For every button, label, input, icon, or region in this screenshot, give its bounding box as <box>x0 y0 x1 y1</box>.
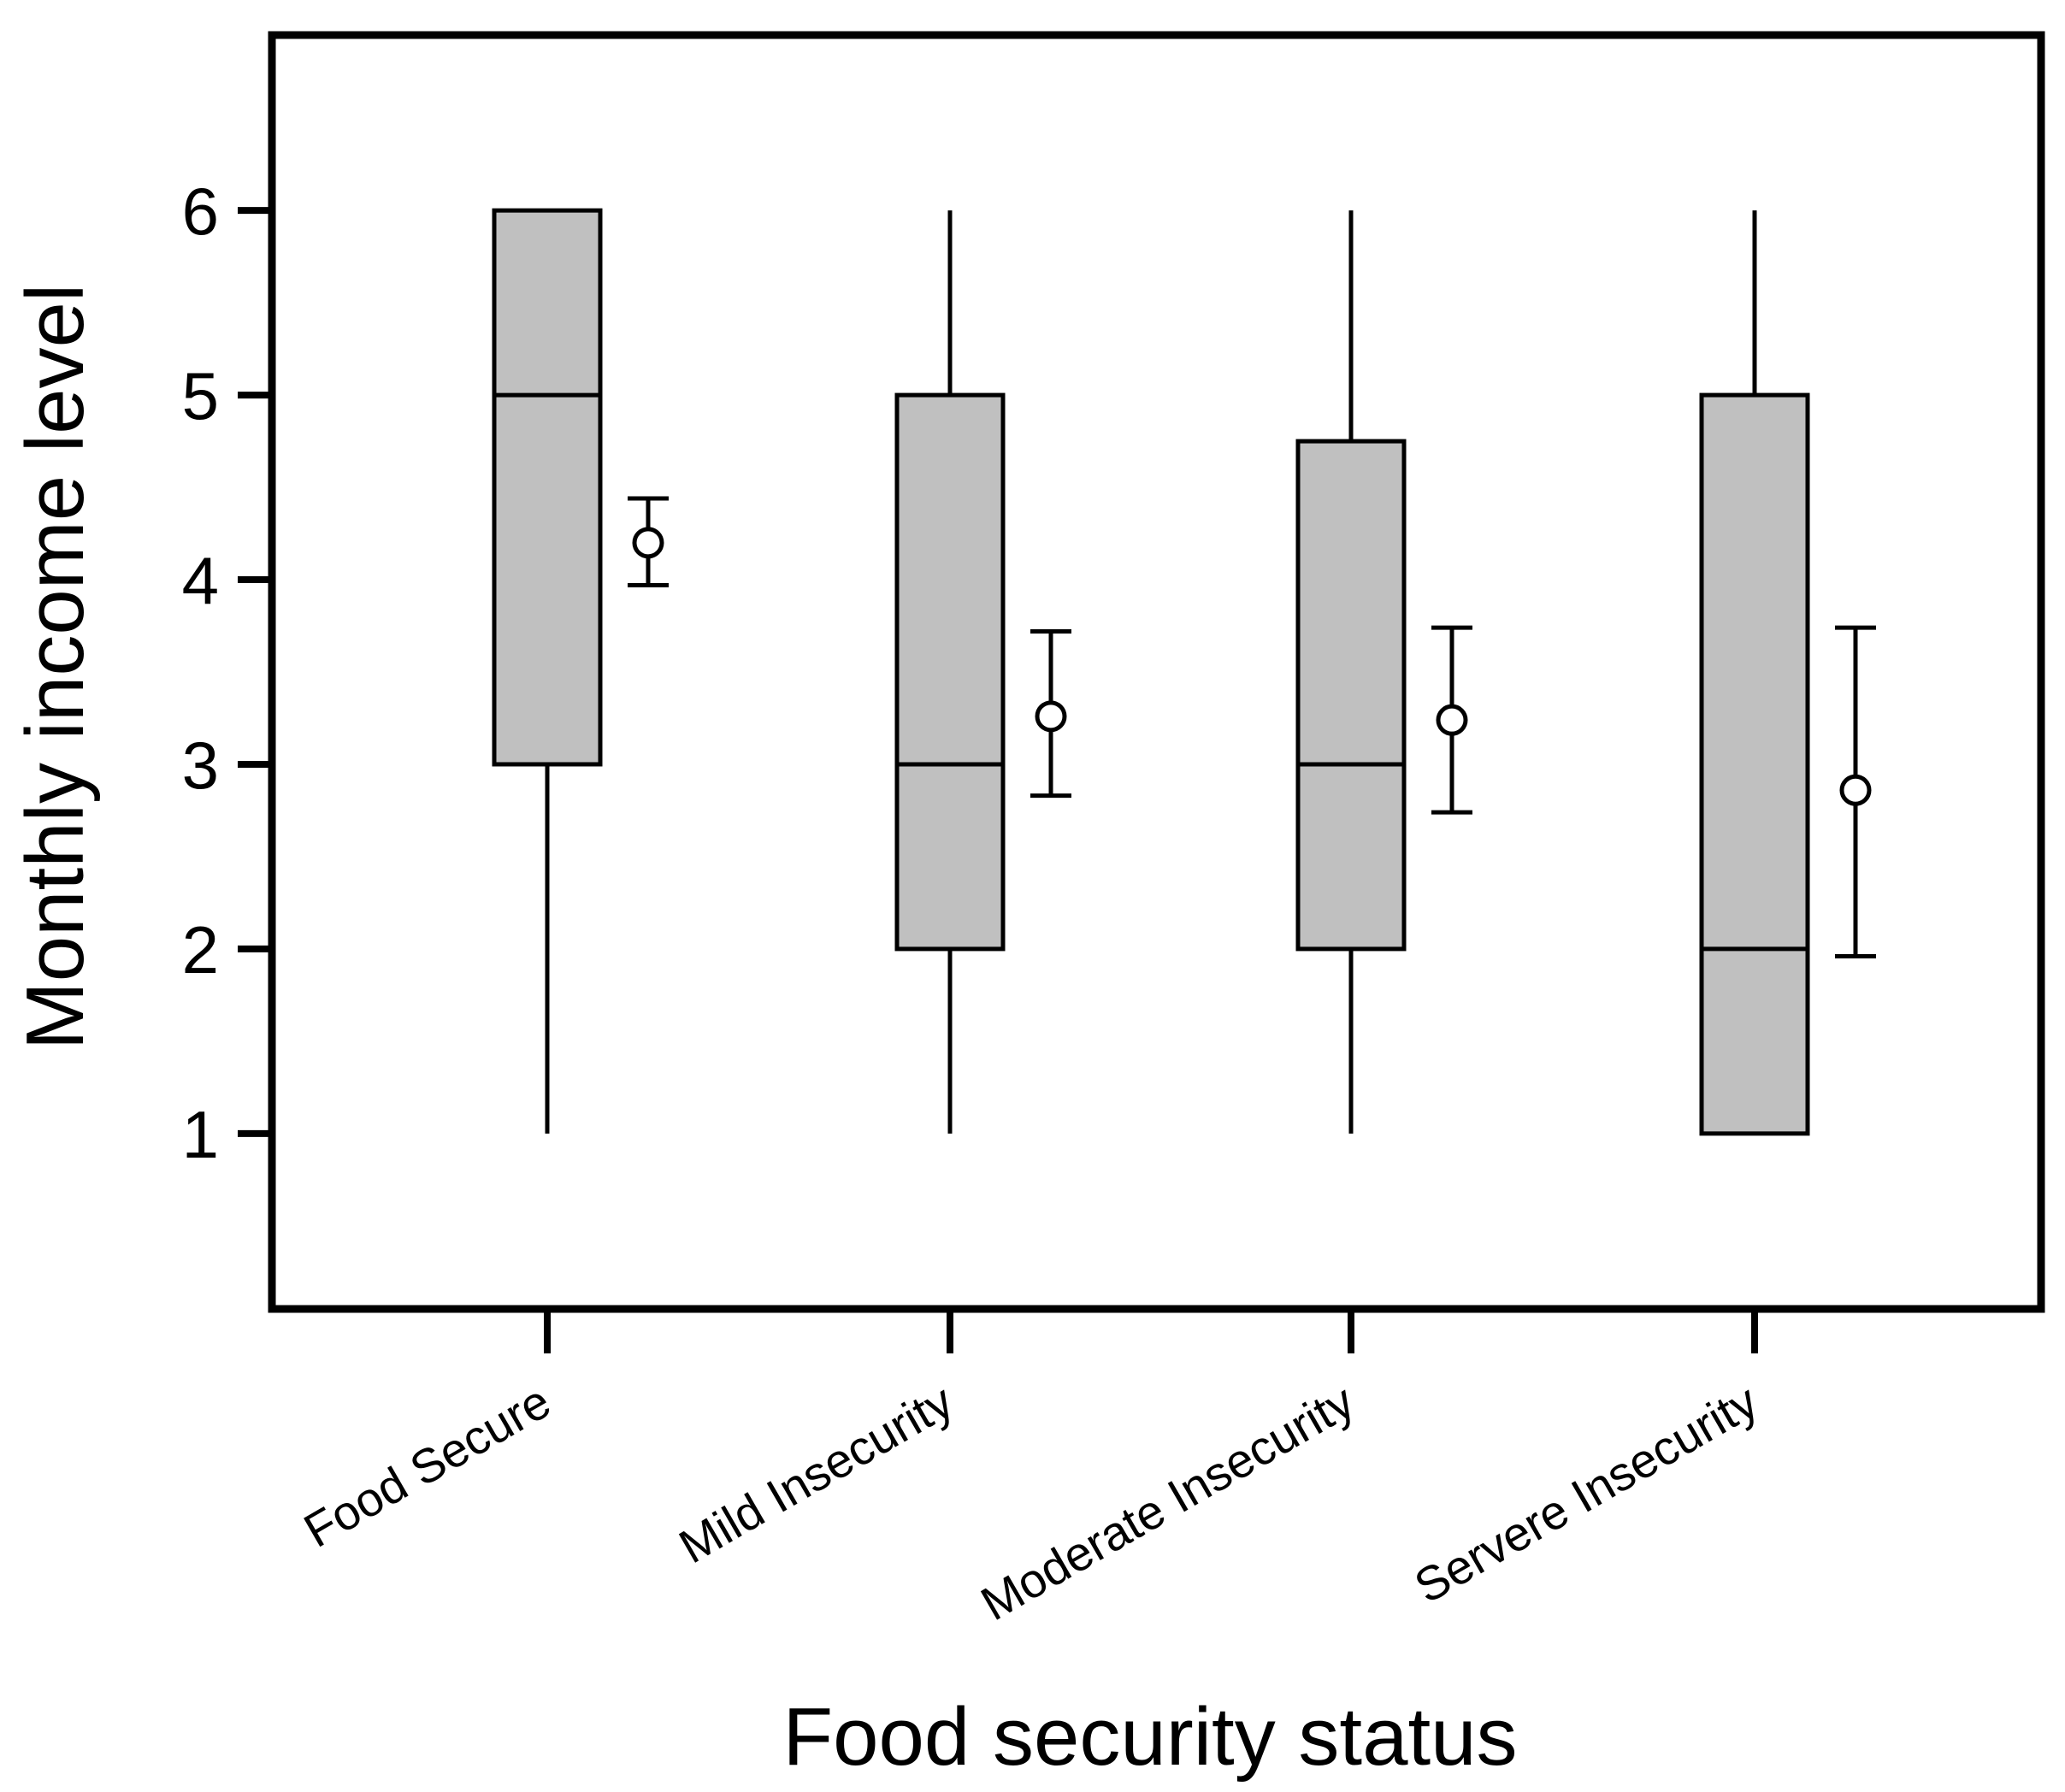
box-group <box>1295 210 1407 1134</box>
mean-marker <box>1839 774 1872 806</box>
box-group <box>894 210 1006 1134</box>
y-tick-label: 1 <box>182 1097 219 1172</box>
box-group <box>492 208 603 1134</box>
mean-marker <box>1035 700 1067 733</box>
mean-group <box>1030 628 1071 799</box>
mean-markers <box>628 496 1876 959</box>
y-axis-title: Monthly income level <box>9 284 101 1050</box>
x-tick-label: Food Secure <box>295 1374 559 1558</box>
mean-group <box>1431 625 1472 815</box>
x-tick-label: Mild Insecurity <box>670 1374 962 1573</box>
box <box>894 392 1006 952</box>
boxes <box>492 208 1810 1136</box>
y-tick-label: 3 <box>182 728 219 803</box>
mean-group <box>1835 625 1876 959</box>
y-tick-label: 2 <box>182 912 219 987</box>
box <box>492 208 603 767</box>
mean-group <box>628 496 669 588</box>
y-axis: 1 2 3 4 5 6 <box>182 174 272 1172</box>
y-tick-label: 4 <box>182 543 219 618</box>
y-tick-label: 6 <box>182 174 219 249</box>
x-axis: Food Secure Mild Insecurity Moderate Insec… <box>295 1309 1767 1630</box>
x-tick-label: Moderate Insecurity <box>972 1374 1363 1630</box>
y-tick-label: 5 <box>182 358 219 433</box>
mean-marker <box>632 527 664 559</box>
box-group <box>1699 210 1810 1136</box>
plot-frame <box>268 31 2045 1313</box>
mean-marker <box>1436 704 1468 736</box>
box <box>1699 392 1810 1136</box>
box <box>1295 439 1407 952</box>
x-axis-title: Food security status <box>782 1691 1517 1783</box>
x-tick-label: Servere Insecurity <box>1406 1374 1767 1613</box>
